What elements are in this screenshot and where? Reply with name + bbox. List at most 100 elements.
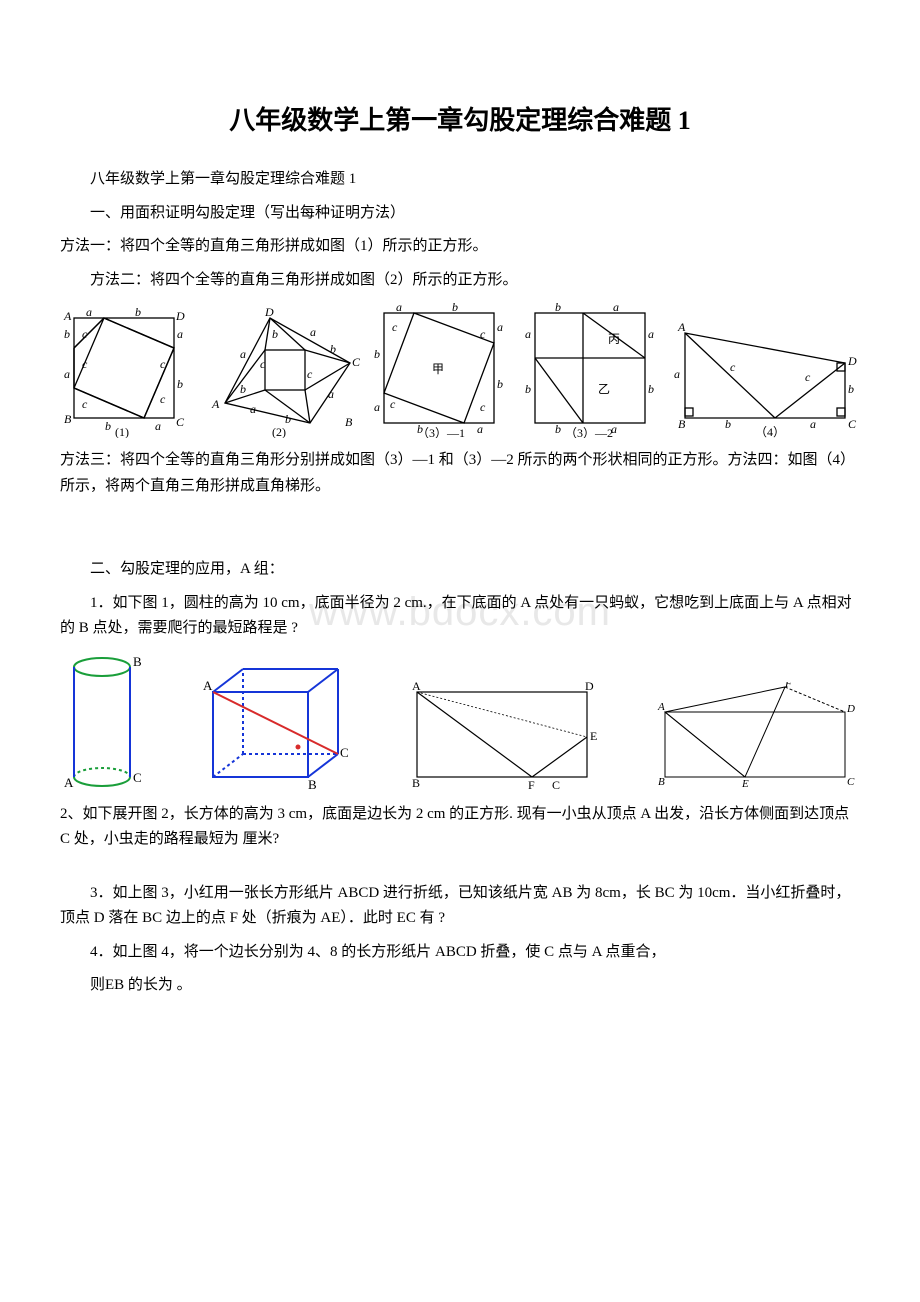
svg-text:c: c: [480, 327, 486, 341]
svg-text:b: b: [725, 417, 731, 431]
method1: 方法一：将四个全等的直角三角形拼成如图（1）所示的正方形。: [60, 234, 860, 260]
svg-text:C: C: [352, 355, 360, 369]
section2-intro: 二、勾股定理的应用，A 组：: [60, 557, 860, 583]
svg-text:c: c: [392, 320, 398, 334]
svg-text:a: a: [250, 402, 256, 416]
svg-text:(2): (2): [272, 425, 286, 438]
svg-text:甲: 甲: [432, 362, 444, 376]
svg-text:B: B: [308, 777, 317, 792]
svg-text:a: a: [64, 367, 70, 381]
svg-text:B: B: [678, 417, 686, 431]
svg-text:C: C: [176, 415, 185, 429]
svg-text:B: B: [658, 776, 665, 788]
application-figures-row: B A C A C B: [60, 652, 860, 792]
svg-text:a: a: [155, 419, 161, 433]
svg-text:B: B: [412, 776, 420, 790]
svg-text:E: E: [741, 778, 749, 790]
svg-text:c: c: [480, 400, 486, 414]
svg-text:D: D: [847, 354, 857, 368]
svg-text:C: C: [133, 770, 142, 785]
svg-text:b: b: [374, 347, 380, 361]
svg-text:A: A: [657, 701, 665, 713]
svg-text:D: D: [846, 703, 855, 715]
svg-text:F: F: [528, 778, 535, 792]
svg-text:a: a: [674, 367, 680, 381]
svg-text:C: C: [552, 778, 560, 792]
svg-text:D: D: [264, 308, 274, 319]
svg-text:（4）: （4）: [755, 425, 785, 438]
svg-text:D: D: [175, 309, 185, 323]
figure-fold-1: A D E B F C: [402, 682, 607, 792]
svg-text:b: b: [285, 412, 291, 426]
svg-text:a: a: [374, 400, 380, 414]
svg-text:A: A: [63, 309, 72, 323]
svg-text:b: b: [330, 342, 336, 356]
svg-text:b: b: [177, 377, 183, 391]
svg-text:b: b: [135, 308, 141, 319]
svg-text:b: b: [848, 382, 854, 396]
method3: 方法三：将四个全等的直角三角形分别拼成如图（3）—1 和（3）—2 所示的两个形…: [60, 448, 860, 499]
svg-text:A: A: [677, 323, 686, 334]
figure-2: DC AB aa bb cc ba ab (2): [210, 308, 360, 438]
svg-text:a: a: [648, 327, 654, 341]
svg-text:E: E: [590, 729, 597, 743]
svg-text:a: a: [497, 320, 503, 334]
svg-text:a: a: [240, 347, 246, 361]
svg-text:A: A: [211, 397, 220, 411]
svg-text:乙: 乙: [598, 382, 610, 396]
svg-text:a: a: [177, 327, 183, 341]
method2: 方法二：将四个全等的直角三角形拼成如图（2）所示的正方形。: [60, 268, 860, 294]
svg-text:F: F: [784, 682, 792, 690]
svg-text:b: b: [452, 303, 458, 314]
proof-figures-row: AabD bc a cc a cc b BbaC (1): [60, 303, 860, 438]
svg-text:a: a: [525, 327, 531, 341]
svg-text:c: c: [82, 327, 88, 341]
subtitle: 八年级数学上第一章勾股定理综合难题 1: [60, 167, 860, 193]
svg-text:c: c: [730, 360, 736, 374]
svg-text:c: c: [307, 367, 313, 381]
svg-text:D: D: [585, 682, 594, 693]
question-4: 4．如上图 4，将一个边长分别为 4、8 的长方形纸片 ABCD 折叠，使 C …: [60, 940, 860, 966]
question-1: 1．如下图 1，圆柱的高为 10 cm，底面半径为 2 cm.，在下底面的 A …: [60, 591, 860, 642]
svg-text:b: b: [555, 303, 561, 314]
svg-text:丙: 丙: [608, 332, 620, 346]
svg-text:C: C: [848, 417, 857, 431]
question-4b: 则EB 的长为 。: [60, 973, 860, 999]
svg-text:a: a: [396, 303, 402, 314]
svg-text:c: c: [260, 357, 266, 371]
svg-text:b: b: [555, 422, 561, 436]
figure-1: AabD bc a cc a cc b BbaC (1): [60, 308, 198, 438]
figure-cylinder: B A C: [60, 652, 155, 792]
svg-text:b: b: [240, 382, 246, 396]
svg-text:b: b: [497, 377, 503, 391]
section1-intro: 一、用面积证明勾股定理（写出每种证明方法）: [60, 201, 860, 227]
svg-text:B: B: [64, 412, 72, 426]
svg-text:c: c: [82, 397, 88, 411]
svg-text:A: A: [64, 775, 74, 790]
svg-text:c: c: [160, 357, 166, 371]
question-2: 2、如下展开图 2，长方体的高为 3 cm，底面是边长为 2 cm 的正方形. …: [60, 802, 860, 853]
svg-text:b: b: [525, 382, 531, 396]
svg-text:c: c: [160, 392, 166, 406]
svg-text:b: b: [105, 419, 111, 433]
svg-text:c: c: [82, 357, 88, 371]
svg-text:A: A: [412, 682, 421, 693]
svg-text:（3）—2: （3）—2: [565, 426, 613, 438]
svg-text:（3）—1: （3）—1: [417, 426, 465, 438]
svg-text:C: C: [847, 776, 855, 788]
svg-text:(1): (1): [115, 425, 129, 438]
svg-text:b: b: [648, 382, 654, 396]
svg-text:a: a: [477, 422, 483, 436]
svg-text:a: a: [310, 325, 316, 339]
svg-text:a: a: [613, 303, 619, 314]
figure-3-2: ba aa 丙 bb 乙 ba （3）—2: [523, 303, 658, 438]
svg-text:c: c: [390, 397, 396, 411]
svg-text:b: b: [64, 327, 70, 341]
svg-text:c: c: [805, 370, 811, 384]
svg-text:a: a: [328, 387, 334, 401]
figure-3-1: ab cb ac 甲 ac cb ba （3）—1: [372, 303, 512, 438]
svg-text:b: b: [272, 327, 278, 341]
svg-text:A: A: [203, 678, 213, 693]
svg-text:a: a: [86, 308, 92, 319]
svg-text:B: B: [133, 654, 142, 669]
